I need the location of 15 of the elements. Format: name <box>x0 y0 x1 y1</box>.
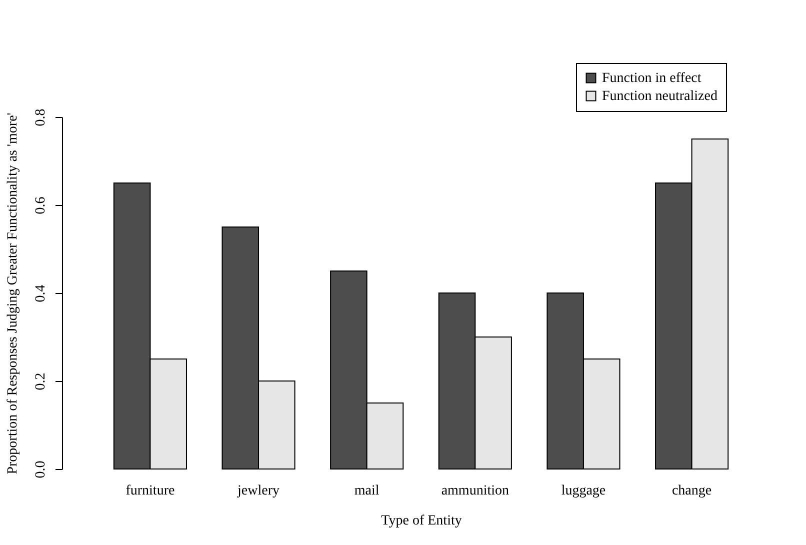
x-axis-title: Type of Entity <box>381 514 462 528</box>
x-tick-label: ammunition <box>441 484 509 498</box>
x-tick-label: change <box>672 484 712 498</box>
y-tick-label: 0.8 <box>34 108 48 126</box>
legend-label: Function neutralized <box>602 89 718 104</box>
x-tick-label: mail <box>354 484 380 498</box>
x-tick-label: jewlery <box>236 484 280 498</box>
y-tick-label: 0.4 <box>34 284 48 302</box>
y-tick-label: 0.0 <box>34 460 48 478</box>
x-tick-label: luggage <box>561 484 606 498</box>
y-tick-label: 0.6 <box>34 196 48 214</box>
legend-label: Function in effect <box>602 71 702 86</box>
y-tick-label: 0.2 <box>34 372 48 390</box>
y-axis-title: Proportion of Responses Judging Greater Functionality as 'more' <box>6 112 20 474</box>
x-tick-label: furniture <box>126 484 175 498</box>
